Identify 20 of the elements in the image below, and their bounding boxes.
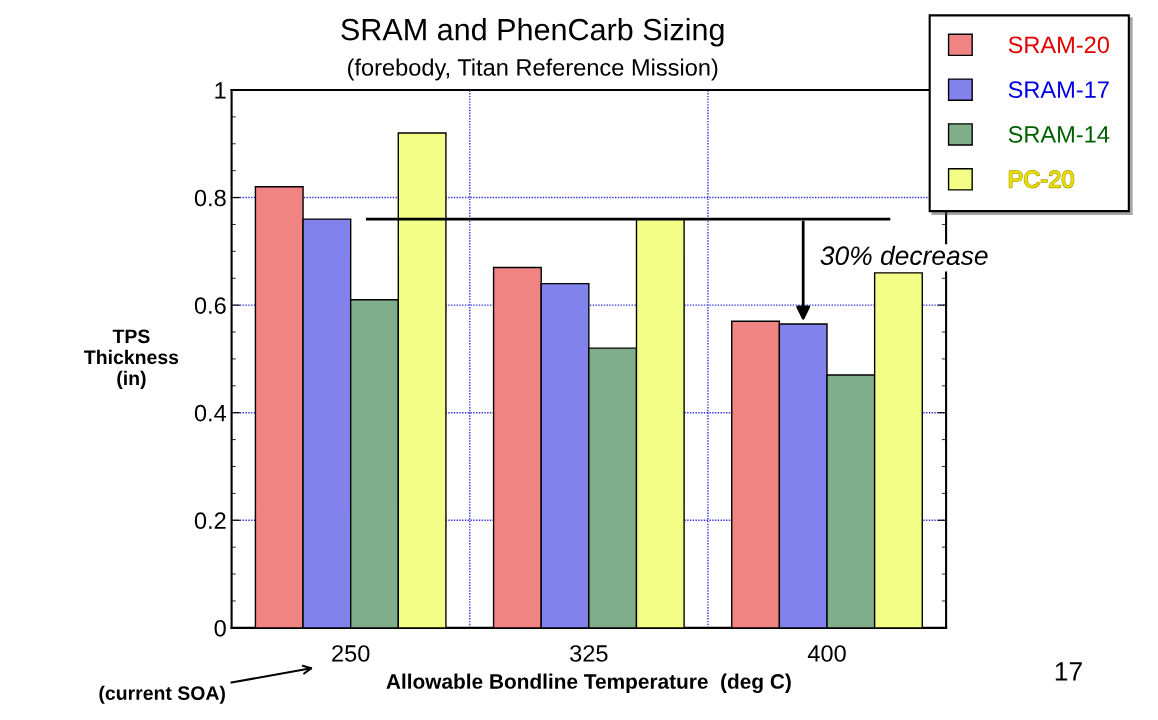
legend-label: PC-20 [1009,170,1074,188]
x-tick-label: 400 [807,645,846,662]
y-tick-label: 0.4 [194,404,227,422]
annotation: 30% decrease [820,245,988,266]
x-tick-label: 250 [332,645,370,662]
y-tick-label: 0.2 [194,512,226,530]
text: 17 [1055,662,1082,681]
legend-label: SRAM-17 [1008,81,1109,98]
y-axis-title: TPS Thickness (in) [84,329,179,389]
x-tick-label: 325 [570,645,608,662]
y-tick-label: 0.8 [194,189,226,207]
y-tick-label: 0 [214,619,226,637]
y-tick-label: 0.6 [194,297,226,314]
x-axis-title: Allowable Bondline Temperature (deg C) [386,673,791,694]
chart-title: SRAM and PhenCarb Sizing [341,18,724,47]
legend-label: SRAM-14 [1008,126,1110,143]
y-tick-label: 1 [215,82,226,99]
chart-subtitle: (forebody, Titan Reference Mission) [348,58,718,81]
text: (current SOA) [99,685,225,704]
legend-label: SRAM-20 [1008,36,1110,54]
